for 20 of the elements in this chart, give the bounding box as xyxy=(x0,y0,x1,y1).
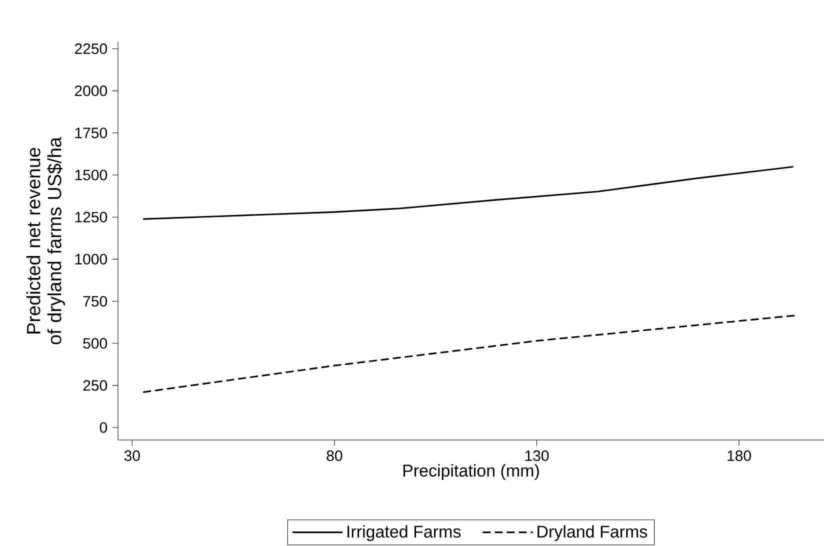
y-tick-label: 1000 xyxy=(75,254,108,264)
x-tick-label: 180 xyxy=(728,450,751,462)
y-tick-label: 1250 xyxy=(75,212,108,222)
line-series xyxy=(142,314,796,393)
y-tick-label: 1500 xyxy=(75,170,108,180)
legend-label: Irrigated Farms xyxy=(348,525,461,542)
legend-label: Dryland Farms xyxy=(538,525,648,542)
x-axis-title: Precipitation (mm) xyxy=(403,464,539,480)
x-tick-label: 80 xyxy=(326,450,342,462)
line-series xyxy=(142,166,794,220)
y-tick-label: 250 xyxy=(83,380,108,391)
x-tick-label: 130 xyxy=(525,450,549,462)
y-tick-label: 500 xyxy=(83,338,108,349)
y-tick-label: 1750 xyxy=(75,128,108,138)
y-tick-label: 750 xyxy=(83,296,108,307)
y-tick-label: 0 xyxy=(100,422,108,433)
y-tick-label: 2250 xyxy=(74,43,108,54)
y-tick-label: 2000 xyxy=(74,86,108,96)
x-tick-label: 30 xyxy=(124,450,140,462)
y-axis-title: Predicted net revenue of dryland farms US$/ha xyxy=(26,137,66,344)
